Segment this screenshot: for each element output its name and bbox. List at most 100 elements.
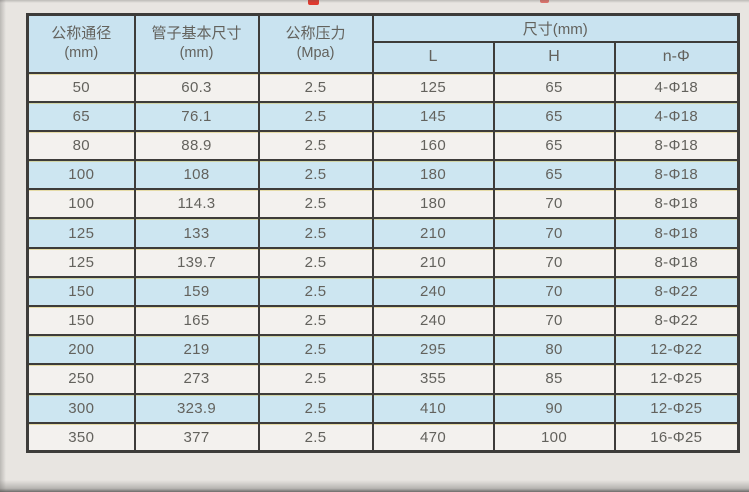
page-edge-shadow-bottom bbox=[0, 480, 749, 492]
table-cell: 210 bbox=[371, 246, 495, 278]
table-cell: 100 bbox=[26, 188, 136, 220]
table-cell: 165 bbox=[133, 304, 260, 337]
table-cell: 2.5 bbox=[257, 159, 374, 191]
table-cell: 100 bbox=[26, 159, 136, 191]
table-cell: 377 bbox=[133, 421, 260, 453]
table-cell: 70 bbox=[492, 275, 616, 308]
table-cell: 323.9 bbox=[133, 392, 260, 424]
table-cell: 350 bbox=[26, 421, 136, 453]
table-cell: 76.1 bbox=[133, 100, 260, 132]
table-cell: 150 bbox=[26, 304, 136, 337]
table-cell: 100 bbox=[492, 421, 616, 453]
header-nominal-pressure-label: 公称压力 bbox=[285, 24, 346, 42]
table-row: 150 159 2.5 240 70 8-Φ22 bbox=[26, 275, 740, 308]
table-cell: 12-Φ22 bbox=[613, 334, 740, 366]
table-row: 250 273 2.5 355 85 12-Φ25 bbox=[26, 363, 740, 395]
table-cell: 65 bbox=[492, 71, 616, 103]
table-cell: 2.5 bbox=[257, 334, 374, 366]
table-cell: 355 bbox=[371, 363, 495, 395]
table-header: 公称通径 (mm) 管子基本尺寸 (mm) 公称压力 (Mpa) 尺寸(mm) … bbox=[26, 13, 740, 74]
table-cell: 80 bbox=[26, 129, 136, 162]
table-row: 300 323.9 2.5 410 90 12-Φ25 bbox=[26, 392, 740, 424]
table-row: 150 165 2.5 240 70 8-Φ22 bbox=[26, 304, 740, 337]
table-row: 125 139.7 2.5 210 70 8-Φ18 bbox=[26, 246, 740, 278]
table-cell: 180 bbox=[371, 159, 495, 191]
table-cell: 240 bbox=[371, 304, 495, 337]
table-row: 350 377 2.5 470 100 16-Φ25 bbox=[26, 421, 740, 453]
table-cell: 60.3 bbox=[133, 71, 260, 103]
table-row: 100 114.3 2.5 180 70 8-Φ18 bbox=[26, 188, 740, 220]
table-cell: 410 bbox=[371, 392, 495, 424]
table-cell: 470 bbox=[371, 421, 495, 453]
table-cell: 8-Φ18 bbox=[613, 217, 740, 249]
table-cell: 16-Φ25 bbox=[613, 421, 740, 453]
table-cell: 50 bbox=[26, 71, 136, 103]
table-row: 65 76.1 2.5 145 65 4-Φ18 bbox=[26, 100, 740, 132]
table-cell: 2.5 bbox=[257, 246, 374, 278]
table-cell: 85 bbox=[492, 363, 616, 395]
cropped-red-text-fragment bbox=[540, 0, 549, 3]
table-cell: 139.7 bbox=[133, 246, 260, 278]
header-nominal-pressure: 公称压力 (Mpa) bbox=[257, 13, 374, 74]
header-pipe-basic-size-unit: (mm) bbox=[179, 45, 214, 62]
header-n-phi: n-Φ bbox=[613, 40, 740, 74]
table-row: 200 219 2.5 295 80 12-Φ22 bbox=[26, 334, 740, 366]
table-cell: 12-Φ25 bbox=[613, 392, 740, 424]
table-cell: 2.5 bbox=[257, 421, 374, 453]
header-pipe-basic-size-label: 管子基本尺寸 bbox=[151, 24, 242, 42]
table-cell: 8-Φ18 bbox=[613, 159, 740, 191]
table-cell: 200 bbox=[26, 334, 136, 366]
header-dimensions-group: 尺寸(mm) bbox=[371, 13, 740, 43]
table-cell: 125 bbox=[371, 71, 495, 103]
table-cell: 125 bbox=[26, 217, 136, 249]
table-cell: 2.5 bbox=[257, 100, 374, 132]
table-cell: 114.3 bbox=[133, 188, 260, 220]
table-cell: 88.9 bbox=[133, 129, 260, 162]
page-edge-shadow-left bbox=[0, 0, 6, 492]
table-cell: 250 bbox=[26, 363, 136, 395]
table-cell: 65 bbox=[492, 159, 616, 191]
table-row: 50 60.3 2.5 125 65 4-Φ18 bbox=[26, 71, 740, 103]
table-cell: 90 bbox=[492, 392, 616, 424]
table-cell: 300 bbox=[26, 392, 136, 424]
table-cell: 145 bbox=[371, 100, 495, 132]
table-row: 100 108 2.5 180 65 8-Φ18 bbox=[26, 159, 740, 191]
header-nominal-diameter-label: 公称通径 bbox=[51, 24, 112, 42]
table-cell: 219 bbox=[133, 334, 260, 366]
table-cell: 108 bbox=[133, 159, 260, 191]
header-nominal-diameter-unit: (mm) bbox=[64, 45, 99, 62]
table-cell: 8-Φ22 bbox=[613, 275, 740, 308]
header-L: L bbox=[371, 40, 495, 74]
table-cell: 133 bbox=[133, 217, 260, 249]
table-cell: 2.5 bbox=[257, 129, 374, 162]
table-cell: 2.5 bbox=[257, 392, 374, 424]
table-cell: 159 bbox=[133, 275, 260, 308]
pipe-flange-spec-table: 公称通径 (mm) 管子基本尺寸 (mm) 公称压力 (Mpa) 尺寸(mm) … bbox=[26, 13, 741, 454]
table-cell: 295 bbox=[371, 334, 495, 366]
table-cell: 125 bbox=[26, 246, 136, 278]
table-cell: 8-Φ18 bbox=[613, 129, 740, 162]
table-row: 125 133 2.5 210 70 8-Φ18 bbox=[26, 217, 740, 249]
table-cell: 70 bbox=[492, 246, 616, 278]
table-cell: 210 bbox=[371, 217, 495, 249]
cropped-red-text-fragment bbox=[308, 0, 319, 5]
table-cell: 2.5 bbox=[257, 217, 374, 249]
table-cell: 8-Φ22 bbox=[613, 304, 740, 337]
header-nominal-pressure-unit: (Mpa) bbox=[296, 45, 335, 62]
table-cell: 4-Φ18 bbox=[613, 100, 740, 132]
table-cell: 240 bbox=[371, 275, 495, 308]
header-nominal-diameter: 公称通径 (mm) bbox=[26, 13, 136, 74]
table-cell: 8-Φ18 bbox=[613, 246, 740, 278]
table-cell: 8-Φ18 bbox=[613, 188, 740, 220]
table-cell: 12-Φ25 bbox=[613, 363, 740, 395]
table-cell: 65 bbox=[26, 100, 136, 132]
table-row: 80 88.9 2.5 160 65 8-Φ18 bbox=[26, 129, 740, 162]
header-H: H bbox=[492, 40, 616, 74]
table-cell: 180 bbox=[371, 188, 495, 220]
table-cell: 160 bbox=[371, 129, 495, 162]
table-cell: 80 bbox=[492, 334, 616, 366]
table-cell: 65 bbox=[492, 129, 616, 162]
table-cell: 70 bbox=[492, 304, 616, 337]
table-cell: 2.5 bbox=[257, 275, 374, 308]
table-cell: 70 bbox=[492, 217, 616, 249]
